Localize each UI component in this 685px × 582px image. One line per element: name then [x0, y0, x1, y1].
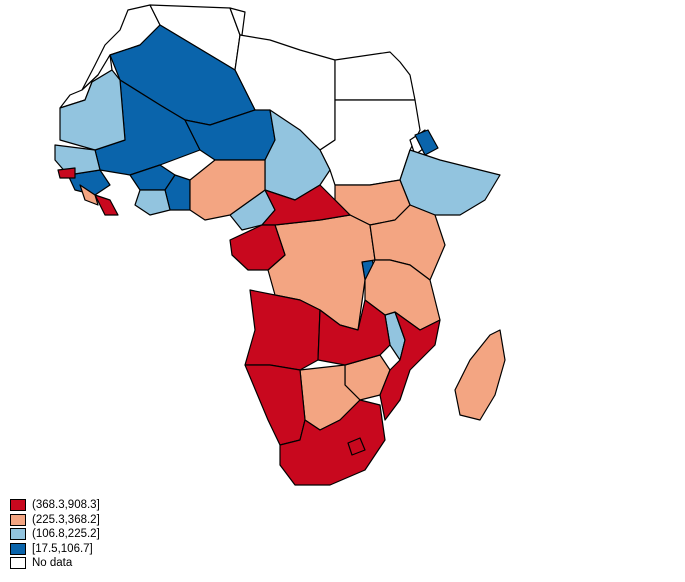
region-car: [261, 184, 351, 226]
region-congo-gabon: [229, 224, 286, 271]
region-mozambique: [379, 311, 441, 421]
legend-label: (225.3,368.2]: [32, 513, 100, 526]
region-angola: [244, 289, 321, 371]
region-ethiopia: [399, 149, 501, 216]
region-mauritania: [59, 69, 126, 151]
region-liberia: [94, 194, 119, 216]
legend-item: (106.8,225.2]: [10, 527, 100, 542]
region-namibia: [244, 364, 306, 446]
region-egypt: [334, 51, 416, 101]
legend-item: [17.5,106.7]: [10, 542, 100, 557]
region-senegal: [54, 144, 101, 176]
legend-label: (106.8,225.2]: [32, 528, 100, 541]
legend-swatch: [10, 542, 26, 555]
region-djibouti: [414, 129, 439, 156]
legend-swatch: [10, 513, 26, 526]
legend-label: No data: [32, 557, 73, 570]
region-liberia-sl: [79, 184, 99, 206]
region-cote-ivoire: [134, 189, 171, 216]
legend-label: [17.5,106.7]: [32, 542, 93, 555]
region-south-africa: [279, 399, 386, 486]
legend-label: (368.3,908.3]: [32, 499, 100, 512]
legend-swatch: [10, 499, 26, 512]
legend-swatch: [10, 557, 26, 570]
map-legend: (368.3,908.3] (225.3,368.2] (106.8,225.2…: [10, 498, 100, 571]
region-lesotho: [347, 437, 366, 456]
legend-swatch: [10, 528, 26, 541]
legend-item: No data: [10, 556, 100, 571]
legend-item: (368.3,908.3]: [10, 498, 100, 513]
legend-item: (225.3,368.2]: [10, 513, 100, 528]
region-zambia: [317, 299, 391, 366]
region-madagascar: [454, 329, 506, 421]
region-guinea-bissau: [57, 167, 76, 179]
